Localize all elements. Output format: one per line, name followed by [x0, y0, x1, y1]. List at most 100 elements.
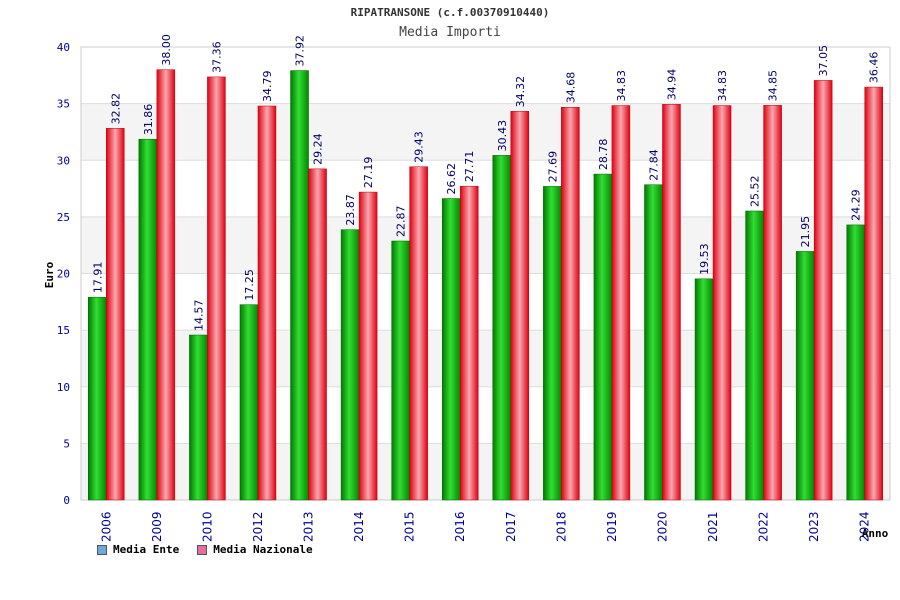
bar-value-label: 14.57 — [192, 299, 205, 331]
bar-value-label: 34.83 — [716, 70, 729, 102]
bar-value-label: 34.32 — [514, 76, 527, 108]
bar-media-nazionale — [156, 69, 176, 501]
bar-media-ente — [795, 251, 815, 501]
x-tick-label: 2009 — [150, 511, 164, 542]
x-tick-label: 2021 — [706, 511, 720, 542]
x-tick-label: 2012 — [251, 511, 265, 542]
bar-value-label: 30.43 — [496, 120, 509, 152]
bar-media-ente — [340, 229, 360, 501]
bar-value-label: 34.83 — [615, 70, 628, 102]
bar-media-ente — [694, 278, 714, 501]
bar-media-nazionale — [358, 191, 378, 501]
bar-media-nazionale — [459, 185, 479, 501]
bar-media-ente — [492, 155, 512, 501]
bar-media-nazionale — [662, 104, 681, 501]
x-tick-label: 2022 — [757, 511, 771, 542]
bar-value-label: 19.53 — [698, 243, 711, 275]
bar-value-label: 37.92 — [294, 35, 307, 67]
bar-media-nazionale — [510, 111, 530, 501]
plot-frame — [80, 46, 891, 501]
bar-media-nazionale — [813, 80, 833, 501]
legend: Media Ente Media Nazionale — [97, 543, 313, 556]
y-tick-label: 10 — [57, 381, 70, 394]
bar-value-label: 32.82 — [109, 93, 122, 125]
bar-value-label: 34.94 — [665, 69, 678, 101]
y-axis: 0 5 10 15 20 25 30 35 40 — [57, 41, 70, 507]
bar-media-nazionale — [257, 105, 277, 501]
bar-value-label: 24.29 — [850, 189, 863, 221]
bar-media-nazionale — [763, 105, 782, 501]
bar-value-label: 26.62 — [445, 163, 458, 195]
bar-value-label: 21.95 — [799, 216, 812, 248]
bar-value-label: 34.85 — [767, 70, 780, 102]
chart-title: RIPATRANSONE (c.f.00370910440) — [350, 6, 550, 19]
x-tick-label: 2020 — [655, 511, 669, 542]
bar-value-label: 23.87 — [344, 194, 357, 226]
bar-value-label: 29.43 — [413, 131, 426, 163]
y-tick-label: 5 — [63, 437, 70, 450]
bar-value-label: 22.87 — [395, 205, 408, 237]
bar-value-label: 27.71 — [463, 151, 476, 183]
x-axis-title: Anno — [862, 527, 889, 540]
bar-media-nazionale — [308, 168, 327, 501]
bar-value-label: 34.68 — [564, 72, 577, 104]
legend-label-media-nazionale: Media Nazionale — [213, 543, 313, 556]
y-tick-label: 30 — [57, 154, 70, 167]
x-tick-label: 2024 — [858, 511, 872, 542]
bar-value-label: 37.36 — [210, 41, 223, 73]
bar-media-nazionale — [864, 86, 883, 501]
legend-swatch-media-ente — [97, 544, 107, 555]
bar-value-label: 28.78 — [597, 139, 610, 171]
bar-value-labels: 17.91 32.82 31.86 38.00 14.57 37.36 17.25 34.79… — [91, 34, 880, 331]
x-tick-label: 2023 — [807, 511, 821, 542]
bar-value-label: 36.46 — [868, 52, 881, 84]
bar-value-label: 27.69 — [546, 151, 559, 183]
x-tick-label: 2017 — [504, 511, 518, 542]
x-tick-label: 2015 — [403, 511, 417, 542]
bar-media-nazionale — [611, 105, 631, 501]
bar-media-ente — [441, 198, 461, 501]
legend-label-media-ente: Media Ente — [113, 543, 180, 556]
bar-media-ente — [644, 184, 663, 501]
bar-media-ente — [138, 138, 158, 501]
bar-value-label: 29.24 — [312, 133, 325, 165]
bar-media-ente — [593, 173, 613, 501]
bar-value-label: 25.52 — [749, 175, 762, 207]
x-axis: 2006 2009 2010 2012 2013 2014 2015 2016 2017 2018… — [99, 511, 871, 542]
bar-media-ente — [846, 224, 865, 501]
bar-value-label: 31.86 — [142, 104, 155, 136]
y-tick-label: 20 — [57, 268, 70, 281]
x-tick-label: 2006 — [99, 511, 113, 542]
bar-media-ente — [391, 240, 410, 501]
x-tick-label: 2014 — [352, 511, 366, 542]
bar-value-label: 38.00 — [160, 34, 173, 66]
legend-swatch-media-nazionale — [197, 544, 208, 555]
chart-subtitle: Media Importi — [399, 25, 501, 40]
bar-media-ente — [745, 210, 764, 501]
bar-value-label: 37.05 — [817, 45, 830, 77]
bar-media-ente — [189, 334, 208, 501]
bar-value-label: 17.25 — [243, 269, 256, 301]
bar-media-ente — [239, 304, 259, 501]
x-tick-label: 2018 — [554, 511, 568, 542]
y-tick-label: 15 — [57, 324, 70, 337]
y-tick-label: 35 — [57, 98, 70, 111]
x-tick-label: 2010 — [200, 511, 214, 542]
bar-media-ente — [88, 296, 107, 501]
bar-value-label: 34.79 — [261, 71, 274, 103]
legend-item-media-ente: Media Ente — [97, 543, 179, 556]
bar-media-nazionale — [561, 106, 580, 501]
bar-media-nazionale — [207, 76, 226, 501]
x-tick-label: 2019 — [605, 511, 619, 542]
x-tick-label: 2013 — [302, 511, 316, 542]
y-axis-title: Euro — [43, 261, 56, 288]
legend-item-media-nazionale: Media Nazionale — [197, 543, 313, 556]
bar-value-label: 17.91 — [91, 262, 104, 294]
x-tick-label: 2016 — [453, 511, 467, 542]
bar-media-nazionale — [409, 166, 428, 501]
y-tick-label: 25 — [57, 211, 70, 224]
bar-media-ente — [290, 70, 309, 501]
bar-media-nazionale — [712, 105, 732, 501]
y-tick-label: 0 — [63, 494, 70, 507]
